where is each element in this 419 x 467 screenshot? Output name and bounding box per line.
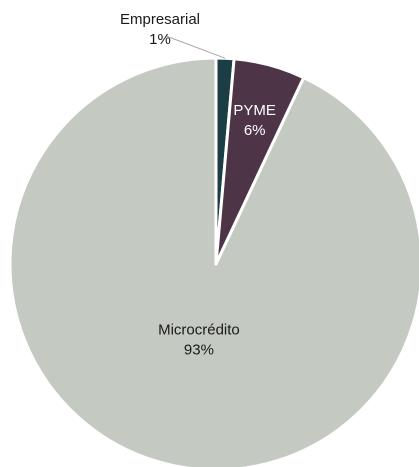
pie-slice-microcredito <box>8 56 419 467</box>
slice-percent-empresarial: 1% <box>149 31 171 48</box>
slice-label-microcredito: Microcrédito <box>158 321 240 338</box>
slice-percent-microcredito: 93% <box>184 341 214 358</box>
slice-percent-pyme: 6% <box>244 122 266 139</box>
leader-line-empresarial <box>165 35 226 59</box>
slice-label-pyme: PYME <box>233 102 276 119</box>
pie-slices <box>8 56 419 467</box>
slice-label-empresarial: Empresarial <box>120 11 200 28</box>
slice-labels: Empresarial 1% PYME 6% Microcrédito 93% <box>120 11 276 358</box>
leader-lines <box>165 35 226 59</box>
